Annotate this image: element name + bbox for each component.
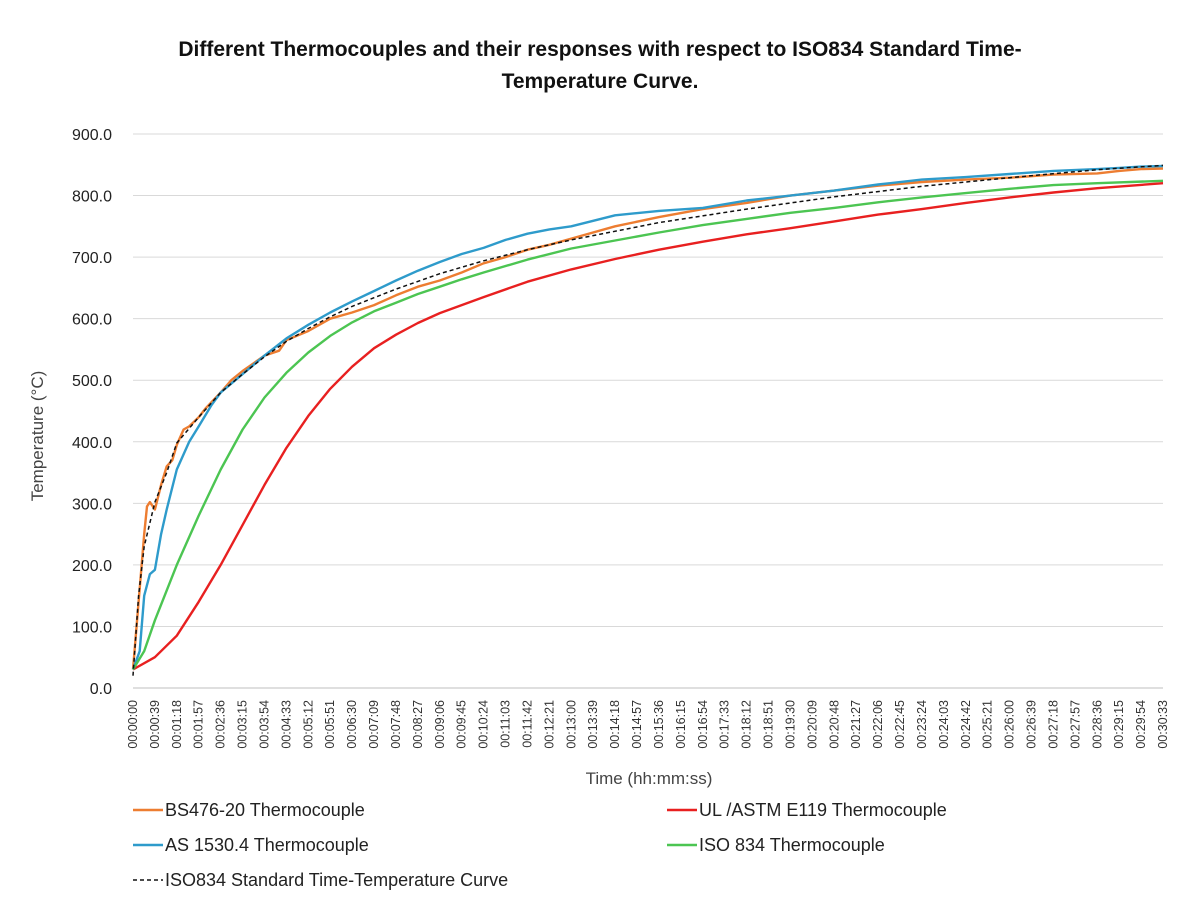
x-tick-label: 00:17:33	[718, 700, 732, 749]
x-tick-label: 00:18:51	[762, 700, 776, 749]
x-tick-label: 00:11:03	[499, 700, 513, 748]
x-tick-label: 00:07:09	[367, 700, 381, 749]
legend-label: AS 1530.4 Thermocouple	[165, 835, 369, 855]
legend-label: ISO 834 Thermocouple	[699, 835, 885, 855]
x-tick-label: 00:22:45	[893, 700, 907, 749]
x-tick-label: 00:07:48	[389, 700, 403, 749]
x-tick-label: 00:14:18	[608, 700, 622, 749]
x-tick-label: 00:02:36	[214, 700, 228, 749]
x-tick-label: 00:26:00	[1003, 700, 1017, 749]
legend: BS476-20 Thermocouple UL /ASTM E119 Therm…	[133, 800, 947, 890]
x-tick-label: 00:00:39	[148, 700, 162, 749]
y-tick-label: 600.0	[72, 312, 112, 329]
x-tick-label: 00:16:15	[674, 700, 688, 749]
legend-label: UL /ASTM E119 Thermocouple	[699, 800, 947, 820]
x-tick-label: 00:09:06	[433, 700, 447, 749]
y-tick-label: 900.0	[72, 127, 112, 144]
chart-title: Different Thermocouples and their respon…	[100, 34, 1100, 98]
x-tick-label: 00:01:18	[170, 700, 184, 749]
x-tick-label: 00:30:33	[1156, 700, 1170, 749]
x-tick-label: 00:04:33	[279, 700, 293, 749]
x-tick-label: 00:27:18	[1046, 700, 1060, 749]
x-tick-label: 00:10:24	[477, 700, 491, 749]
x-tick-label: 00:22:06	[871, 700, 885, 749]
x-tick-label: 00:24:42	[959, 700, 973, 749]
x-tick-label: 00:20:48	[827, 700, 841, 749]
x-axis-label: Time (hh:mm:ss)	[586, 769, 713, 788]
x-axis-tick-labels: 00:00:00 00:00:39 00:01:18 00:01:57 00:02:36…	[126, 700, 1170, 749]
x-tick-label: 00:25:21	[981, 700, 995, 749]
x-tick-label: 00:18:12	[740, 700, 754, 749]
x-tick-label: 00:20:09	[805, 700, 819, 749]
x-tick-label: 00:08:27	[411, 700, 425, 749]
x-tick-label: 00:05:12	[301, 700, 315, 749]
x-tick-label: 00:03:15	[236, 700, 250, 749]
series-line-4	[132, 164, 1164, 676]
series-line-3	[131, 179, 1164, 671]
series-line-1	[132, 182, 1164, 671]
x-tick-label: 00:11:42	[520, 700, 534, 748]
chart-title-line-2: Temperature Curve.	[501, 70, 699, 93]
x-tick-label: 00:24:03	[937, 700, 951, 749]
x-tick-label: 00:06:30	[345, 700, 359, 749]
x-tick-label: 00:03:54	[257, 700, 271, 749]
x-tick-label: 00:09:45	[455, 700, 469, 749]
x-tick-label: 00:29:54	[1134, 700, 1148, 749]
y-tick-label: 800.0	[72, 189, 112, 206]
x-tick-label: 00:28:36	[1090, 700, 1104, 749]
x-tick-label: 00:13:39	[586, 700, 600, 749]
series-lines	[131, 164, 1164, 676]
x-tick-label: 00:00:00	[126, 700, 140, 749]
legend-label: ISO834 Standard Time-Temperature Curve	[165, 870, 508, 890]
y-tick-label: 0.0	[90, 681, 112, 698]
y-tick-label: 300.0	[72, 496, 112, 513]
x-tick-label: 00:19:30	[783, 700, 797, 749]
x-tick-label: 00:27:57	[1068, 700, 1082, 749]
y-tick-label: 400.0	[72, 435, 112, 452]
x-tick-label: 00:13:00	[564, 700, 578, 749]
chart-title-line-1: Different Thermocouples and their respon…	[178, 38, 1022, 61]
y-axis-label: Temperature (°C)	[28, 371, 47, 502]
y-axis-tick-labels: 0.0 100.0 200.0 300.0 400.0 500.0 600.0 700.0 80…	[72, 127, 112, 698]
x-tick-label: 00:15:36	[652, 700, 666, 749]
gridlines	[133, 133, 1163, 689]
x-tick-label: 00:21:27	[849, 700, 863, 749]
y-tick-label: 700.0	[72, 250, 112, 267]
x-tick-label: 00:26:39	[1025, 700, 1039, 749]
x-tick-label: 00:16:54	[696, 700, 710, 749]
x-tick-label: 00:14:57	[630, 700, 644, 749]
y-tick-label: 100.0	[72, 619, 112, 636]
x-tick-label: 00:12:21	[542, 700, 556, 749]
x-tick-label: 00:01:57	[192, 700, 206, 749]
y-tick-label: 500.0	[72, 373, 112, 390]
series-line-0	[131, 167, 1164, 670]
legend-label: BS476-20 Thermocouple	[165, 800, 365, 820]
x-tick-label: 00:05:51	[323, 700, 337, 749]
y-tick-label: 200.0	[72, 558, 112, 575]
x-tick-label: 00:29:15	[1112, 700, 1126, 749]
x-tick-label: 00:23:24	[915, 700, 929, 749]
series-line-2	[131, 164, 1164, 670]
